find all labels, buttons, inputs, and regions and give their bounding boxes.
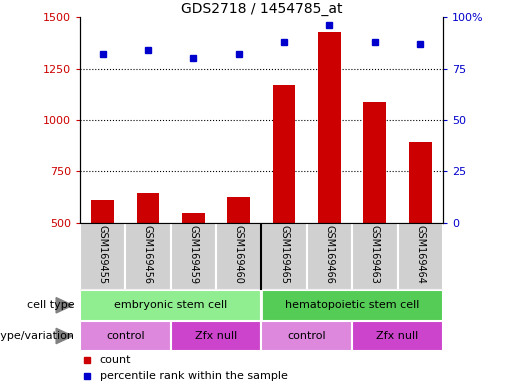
Text: GSM169455: GSM169455: [97, 225, 108, 284]
Bar: [216, 223, 261, 290]
Text: cell type: cell type: [27, 300, 75, 310]
Bar: [352, 321, 443, 351]
Text: control: control: [106, 331, 145, 341]
Polygon shape: [56, 298, 73, 313]
Text: hematopoietic stem cell: hematopoietic stem cell: [285, 300, 419, 310]
Text: GSM169460: GSM169460: [234, 225, 244, 284]
Text: embryonic stem cell: embryonic stem cell: [114, 300, 227, 310]
Bar: [409, 142, 432, 223]
Polygon shape: [56, 328, 73, 344]
Bar: [80, 321, 170, 351]
Text: Zfx null: Zfx null: [376, 331, 419, 341]
Text: count: count: [100, 356, 131, 366]
Bar: [352, 223, 398, 290]
Bar: [182, 214, 204, 223]
Text: GSM169466: GSM169466: [324, 225, 334, 284]
Bar: [307, 223, 352, 290]
Bar: [227, 197, 250, 223]
Bar: [273, 85, 296, 223]
Bar: [80, 290, 261, 321]
Bar: [80, 223, 125, 290]
Text: percentile rank within the sample: percentile rank within the sample: [100, 371, 288, 381]
Text: control: control: [287, 331, 326, 341]
Bar: [318, 31, 341, 223]
Text: GSM169465: GSM169465: [279, 225, 289, 284]
Bar: [261, 321, 352, 351]
Bar: [170, 223, 216, 290]
Text: GSM169464: GSM169464: [415, 225, 425, 284]
Text: Zfx null: Zfx null: [195, 331, 237, 341]
Bar: [261, 223, 307, 290]
Bar: [91, 200, 114, 223]
Text: GSM169463: GSM169463: [370, 225, 380, 284]
Bar: [261, 290, 443, 321]
Bar: [125, 223, 170, 290]
Bar: [136, 193, 159, 223]
Text: GSM169459: GSM169459: [188, 225, 198, 284]
Bar: [364, 101, 386, 223]
Text: genotype/variation: genotype/variation: [0, 331, 75, 341]
Title: GDS2718 / 1454785_at: GDS2718 / 1454785_at: [181, 2, 342, 16]
Bar: [398, 223, 443, 290]
Text: GSM169456: GSM169456: [143, 225, 153, 284]
Bar: [170, 321, 261, 351]
